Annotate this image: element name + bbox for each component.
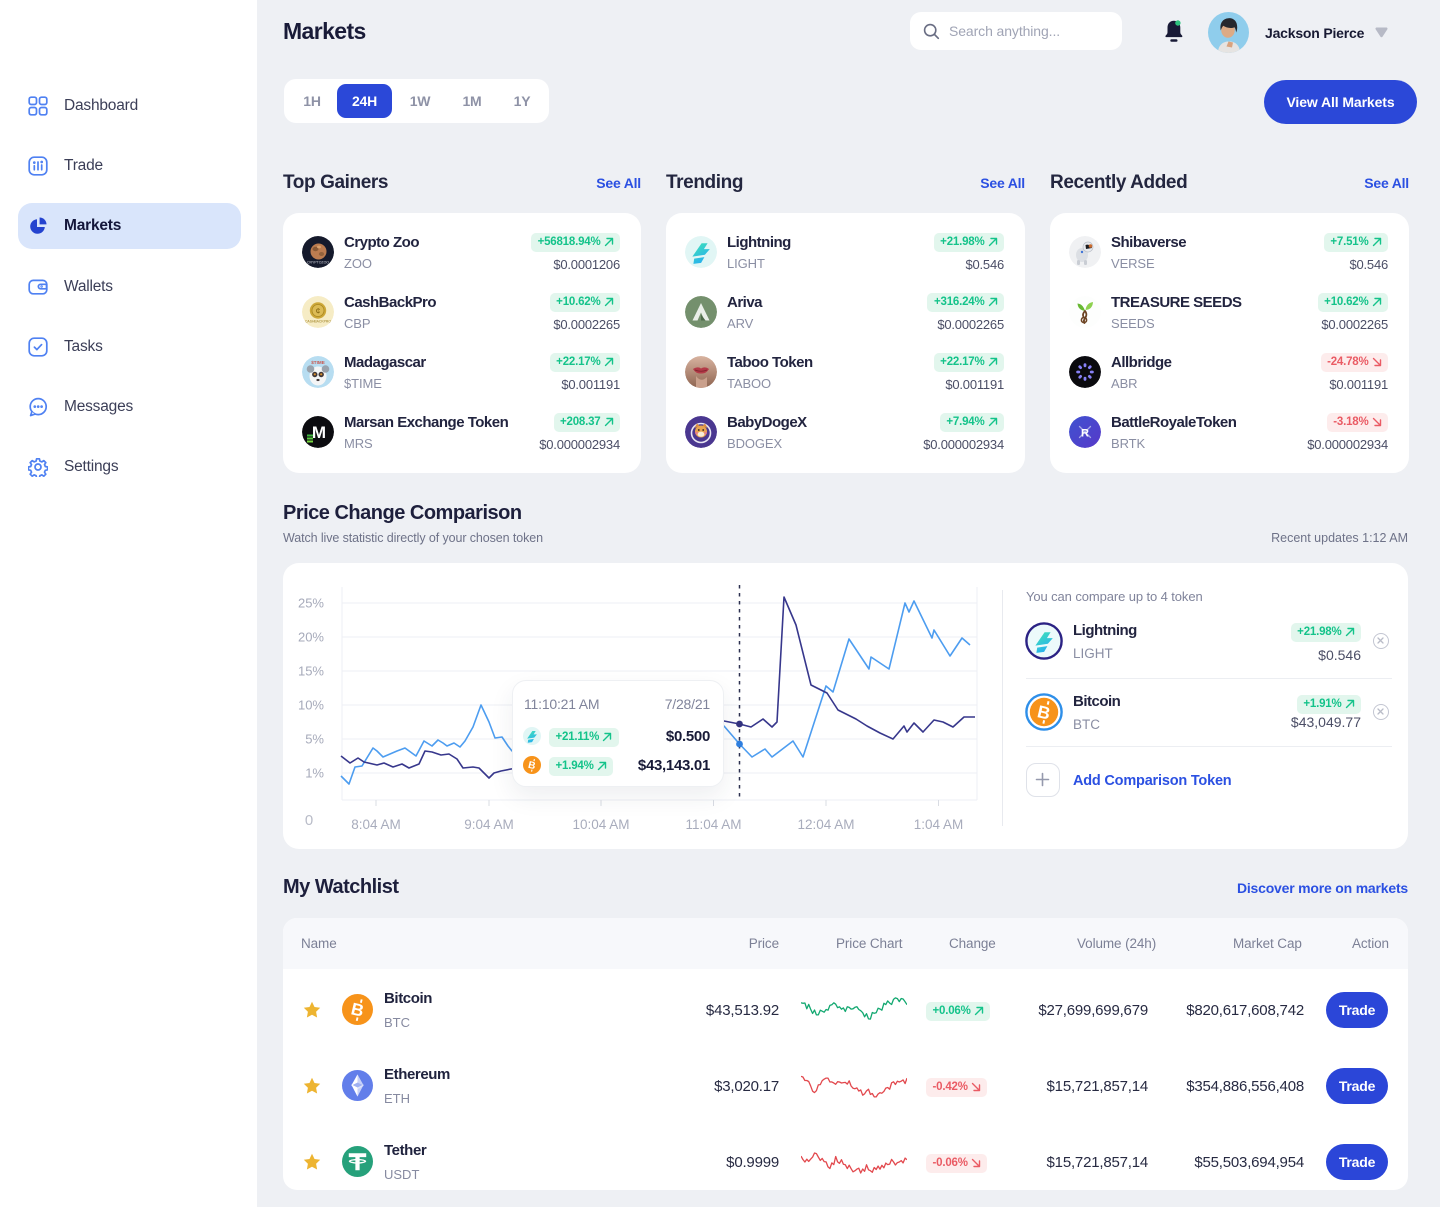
svg-text:15%: 15% bbox=[298, 664, 324, 679]
svg-text:M: M bbox=[312, 423, 326, 442]
svg-text:25%: 25% bbox=[298, 596, 324, 611]
svg-text:0: 0 bbox=[305, 812, 313, 829]
svg-text:11:04 AM: 11:04 AM bbox=[685, 817, 741, 832]
svg-text:CASHBACKPRO: CASHBACKPRO bbox=[305, 320, 331, 324]
svg-text:12:04 AM: 12:04 AM bbox=[797, 817, 854, 832]
svg-text:R: R bbox=[1081, 428, 1089, 440]
svg-text:$TIME: $TIME bbox=[311, 360, 325, 365]
svg-text:20%: 20% bbox=[298, 630, 324, 645]
svg-text:1%: 1% bbox=[305, 766, 324, 781]
svg-text:8:04 AM: 8:04 AM bbox=[351, 817, 401, 832]
svg-text:10:04 AM: 10:04 AM bbox=[572, 817, 629, 832]
svg-text:B: B bbox=[1035, 701, 1052, 723]
svg-text:B: B bbox=[349, 998, 366, 1020]
svg-text:1:04 AM: 1:04 AM bbox=[914, 817, 964, 832]
svg-text:5%: 5% bbox=[305, 732, 324, 747]
svg-text:CRYPTOZOO: CRYPTOZOO bbox=[307, 261, 329, 265]
svg-text:10%: 10% bbox=[298, 698, 324, 713]
svg-text:₵: ₵ bbox=[316, 309, 321, 315]
svg-text:9:04 AM: 9:04 AM bbox=[464, 817, 514, 832]
svg-text:B: B bbox=[527, 760, 537, 772]
